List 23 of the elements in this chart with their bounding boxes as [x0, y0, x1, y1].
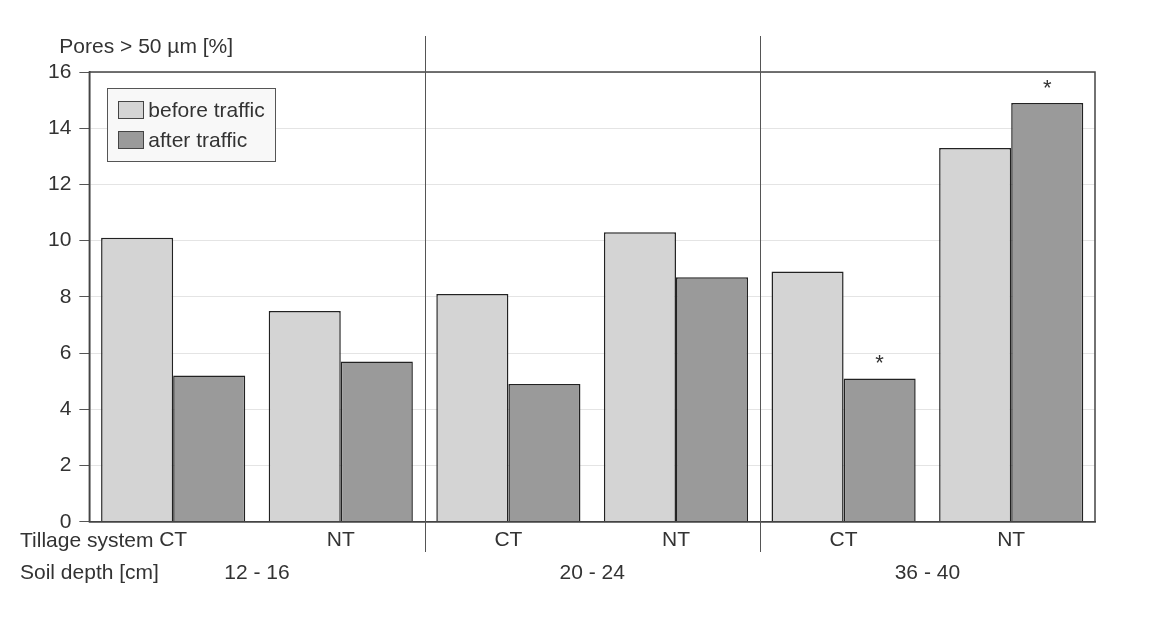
legend-label: before traffic	[148, 97, 265, 123]
text: Soil depth [cm]	[20, 559, 159, 584]
y-tick-label: 2	[59, 452, 72, 476]
data-label: *	[875, 350, 885, 376]
y-tick-label: 16	[48, 58, 72, 82]
y-tick-label: 14	[48, 115, 72, 139]
x-tick-label: NT	[997, 527, 1026, 551]
data-label: *	[1042, 74, 1052, 100]
y-tick-label: 12	[48, 171, 72, 195]
x-tick-label: NT	[326, 527, 355, 551]
x-tick-label: CT	[159, 527, 188, 551]
x-tick-label: CT	[829, 527, 858, 551]
text: 20 - 24	[559, 559, 625, 584]
y-tick-label: 8	[59, 283, 72, 307]
x-tick-label: CT	[494, 527, 523, 551]
x-tick-label: NT	[661, 527, 691, 551]
legend-label: after traffic	[148, 127, 248, 153]
y-axis-title: Pores > 50 µm [%]	[59, 34, 234, 58]
y-tick-label: 4	[59, 396, 72, 420]
text: 36 - 40	[894, 559, 961, 584]
text: 12 - 16	[224, 559, 290, 584]
y-tick-label: 10	[48, 227, 72, 251]
y-tick-label: 6	[59, 339, 72, 363]
